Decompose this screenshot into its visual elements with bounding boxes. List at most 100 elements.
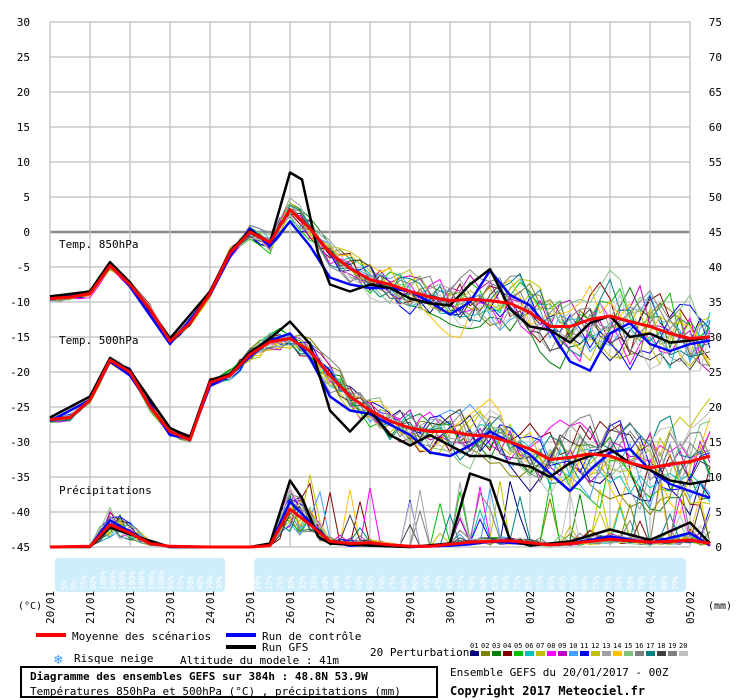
x-tick-label: 02/02 xyxy=(564,591,577,624)
perturbations-label: 20 Perturbations xyxy=(370,646,476,659)
y-right-tick-label: 60 xyxy=(709,121,722,134)
y-right-tick-label: 20 xyxy=(709,401,722,414)
snow-risk-value: 55% xyxy=(569,575,578,590)
x-tick-label: 25/01 xyxy=(244,591,257,624)
snow-risk-value: 65% xyxy=(490,575,499,590)
x-tick-label: 03/02 xyxy=(604,591,617,624)
perturbation-swatch xyxy=(624,651,633,656)
y-right-tick-label: 0 xyxy=(715,541,722,554)
label-t500: Temp. 500hPa xyxy=(59,334,138,347)
perturbation-number: 04 xyxy=(503,642,511,650)
snow-risk-value: 60% xyxy=(479,575,488,590)
perturbation-swatch xyxy=(514,651,523,656)
ensemble-run-label: Ensemble GEFS du 20/01/2017 - 00Z xyxy=(450,666,669,679)
y-left-tick-label: 0 xyxy=(23,226,30,239)
y-left-tick-label: 20 xyxy=(17,86,30,99)
snow-risk-value: 100% xyxy=(128,571,137,590)
perturbation-swatch xyxy=(580,651,589,656)
y-left-tick-label: 25 xyxy=(17,51,30,64)
snow-risk-value: 15% xyxy=(264,575,273,590)
chart-title: Diagramme des ensembles GEFS sur 384h : … xyxy=(30,670,368,683)
chart-grid xyxy=(49,21,691,548)
y-right-tick-label: 75 xyxy=(709,16,722,29)
perturbation-swatch xyxy=(470,651,479,656)
snow-risk-value: 45% xyxy=(558,575,567,590)
snow-risk-value: 80% xyxy=(400,575,409,590)
chart-axes: 302520151050-5-10-15-20-25-30-35-40-4575… xyxy=(10,16,722,554)
perturbation-number: 08 xyxy=(547,642,555,650)
main-series-lines xyxy=(49,171,711,549)
x-tick-label: 30/01 xyxy=(444,591,457,624)
y-left-tick-label: -30 xyxy=(10,436,30,449)
snow-band-1 xyxy=(55,558,225,592)
perturbation-swatch xyxy=(613,651,622,656)
perturbation-number: 06 xyxy=(525,642,533,650)
legend-gfs-swatch xyxy=(226,645,256,649)
snow-risk-value: 70% xyxy=(671,575,680,590)
snow-risk-value: 45% xyxy=(423,575,432,590)
snow-risk-value: 10% xyxy=(253,575,262,590)
legend-control-swatch xyxy=(226,633,256,637)
snow-risk-value: 30% xyxy=(287,575,296,590)
y-left-tick-label: -15 xyxy=(10,331,30,344)
y-left-tick-label: -20 xyxy=(10,366,30,379)
perturbation-number: 17 xyxy=(646,642,654,650)
snow-risk-value: 45% xyxy=(434,575,443,590)
x-tick-label: 26/01 xyxy=(284,591,297,624)
snow-risk-value: 25% xyxy=(79,575,88,590)
snow-risk-value: 65% xyxy=(603,575,612,590)
x-tick-label: 27/01 xyxy=(324,591,337,624)
perturbation-number: 12 xyxy=(591,642,599,650)
x-tick-label: 20/01 xyxy=(44,591,57,624)
copyright: Copyright 2017 Meteociel.fr xyxy=(450,684,646,698)
snow-risk-value: 30% xyxy=(206,575,215,590)
snow-risk-value: 60% xyxy=(355,575,364,590)
y-right-tick-label: 10 xyxy=(709,471,722,484)
y-left-tick-label: 30 xyxy=(17,16,30,29)
perturbation-swatch xyxy=(503,651,512,656)
snow-risk-value: 70% xyxy=(637,575,646,590)
y-right-tick-label: 65 xyxy=(709,86,722,99)
label-precip: Précipitations xyxy=(59,484,152,497)
snow-risk-value: 70% xyxy=(377,575,386,590)
y-right-tick-label: 70 xyxy=(709,51,722,64)
x-tick-label: 28/01 xyxy=(364,591,377,624)
perturbation-number: 02 xyxy=(481,642,489,650)
y-left-tick-label: 15 xyxy=(17,121,30,134)
perturbation-swatch xyxy=(536,651,545,656)
snow-risk-value: 35% xyxy=(298,575,307,590)
y-left-tick-label: -5 xyxy=(17,261,30,274)
perturbation-swatch xyxy=(591,651,600,656)
perturbation-swatch xyxy=(481,651,490,656)
snow-risk-value: 100% xyxy=(118,571,127,590)
legend-snow-label: Risque neige xyxy=(74,652,153,665)
perturbation-number: 13 xyxy=(602,642,610,650)
snow-risk-value: 30% xyxy=(215,575,224,590)
perturbation-number: 09 xyxy=(558,642,566,650)
perturbation-swatch xyxy=(602,651,611,656)
perturbation-swatch xyxy=(525,651,534,656)
y-right-tick-label: 5 xyxy=(715,506,722,519)
y-right-tick-label: 45 xyxy=(709,226,722,239)
x-tick-label: 04/02 xyxy=(644,591,657,624)
x-tick-label: 29/01 xyxy=(404,591,417,624)
right-unit: (mm) xyxy=(708,601,732,612)
snow-risk-value: 50% xyxy=(186,575,195,590)
snow-risk-value: 75% xyxy=(176,575,185,590)
series-0-precip xyxy=(49,507,711,549)
x-tick-label: 01/02 xyxy=(524,591,537,624)
y-left-tick-label: -40 xyxy=(10,506,30,519)
chart-title-box: Diagramme des ensembles GEFS sur 384h : … xyxy=(20,666,438,698)
y-left-tick-label: -45 xyxy=(10,541,30,554)
perturbation-number: 11 xyxy=(580,642,588,650)
y-right-tick-label: 35 xyxy=(709,296,722,309)
snow-risk-value: 35% xyxy=(456,575,465,590)
x-tick-label: 23/01 xyxy=(164,591,177,624)
legend: Moyenne des scénarios Run de contrôle Ru… xyxy=(36,630,688,668)
snow-risk-value: 100% xyxy=(147,571,156,590)
perturbation-20-t850 xyxy=(49,214,711,372)
snow-risk-value: 60% xyxy=(626,575,635,590)
y-right-tick-label: 25 xyxy=(709,366,722,379)
snow-risk-band: 5% 5% 25% 90% 100% 100% 100% 100% 100% 100% 100% 95… xyxy=(55,558,686,592)
